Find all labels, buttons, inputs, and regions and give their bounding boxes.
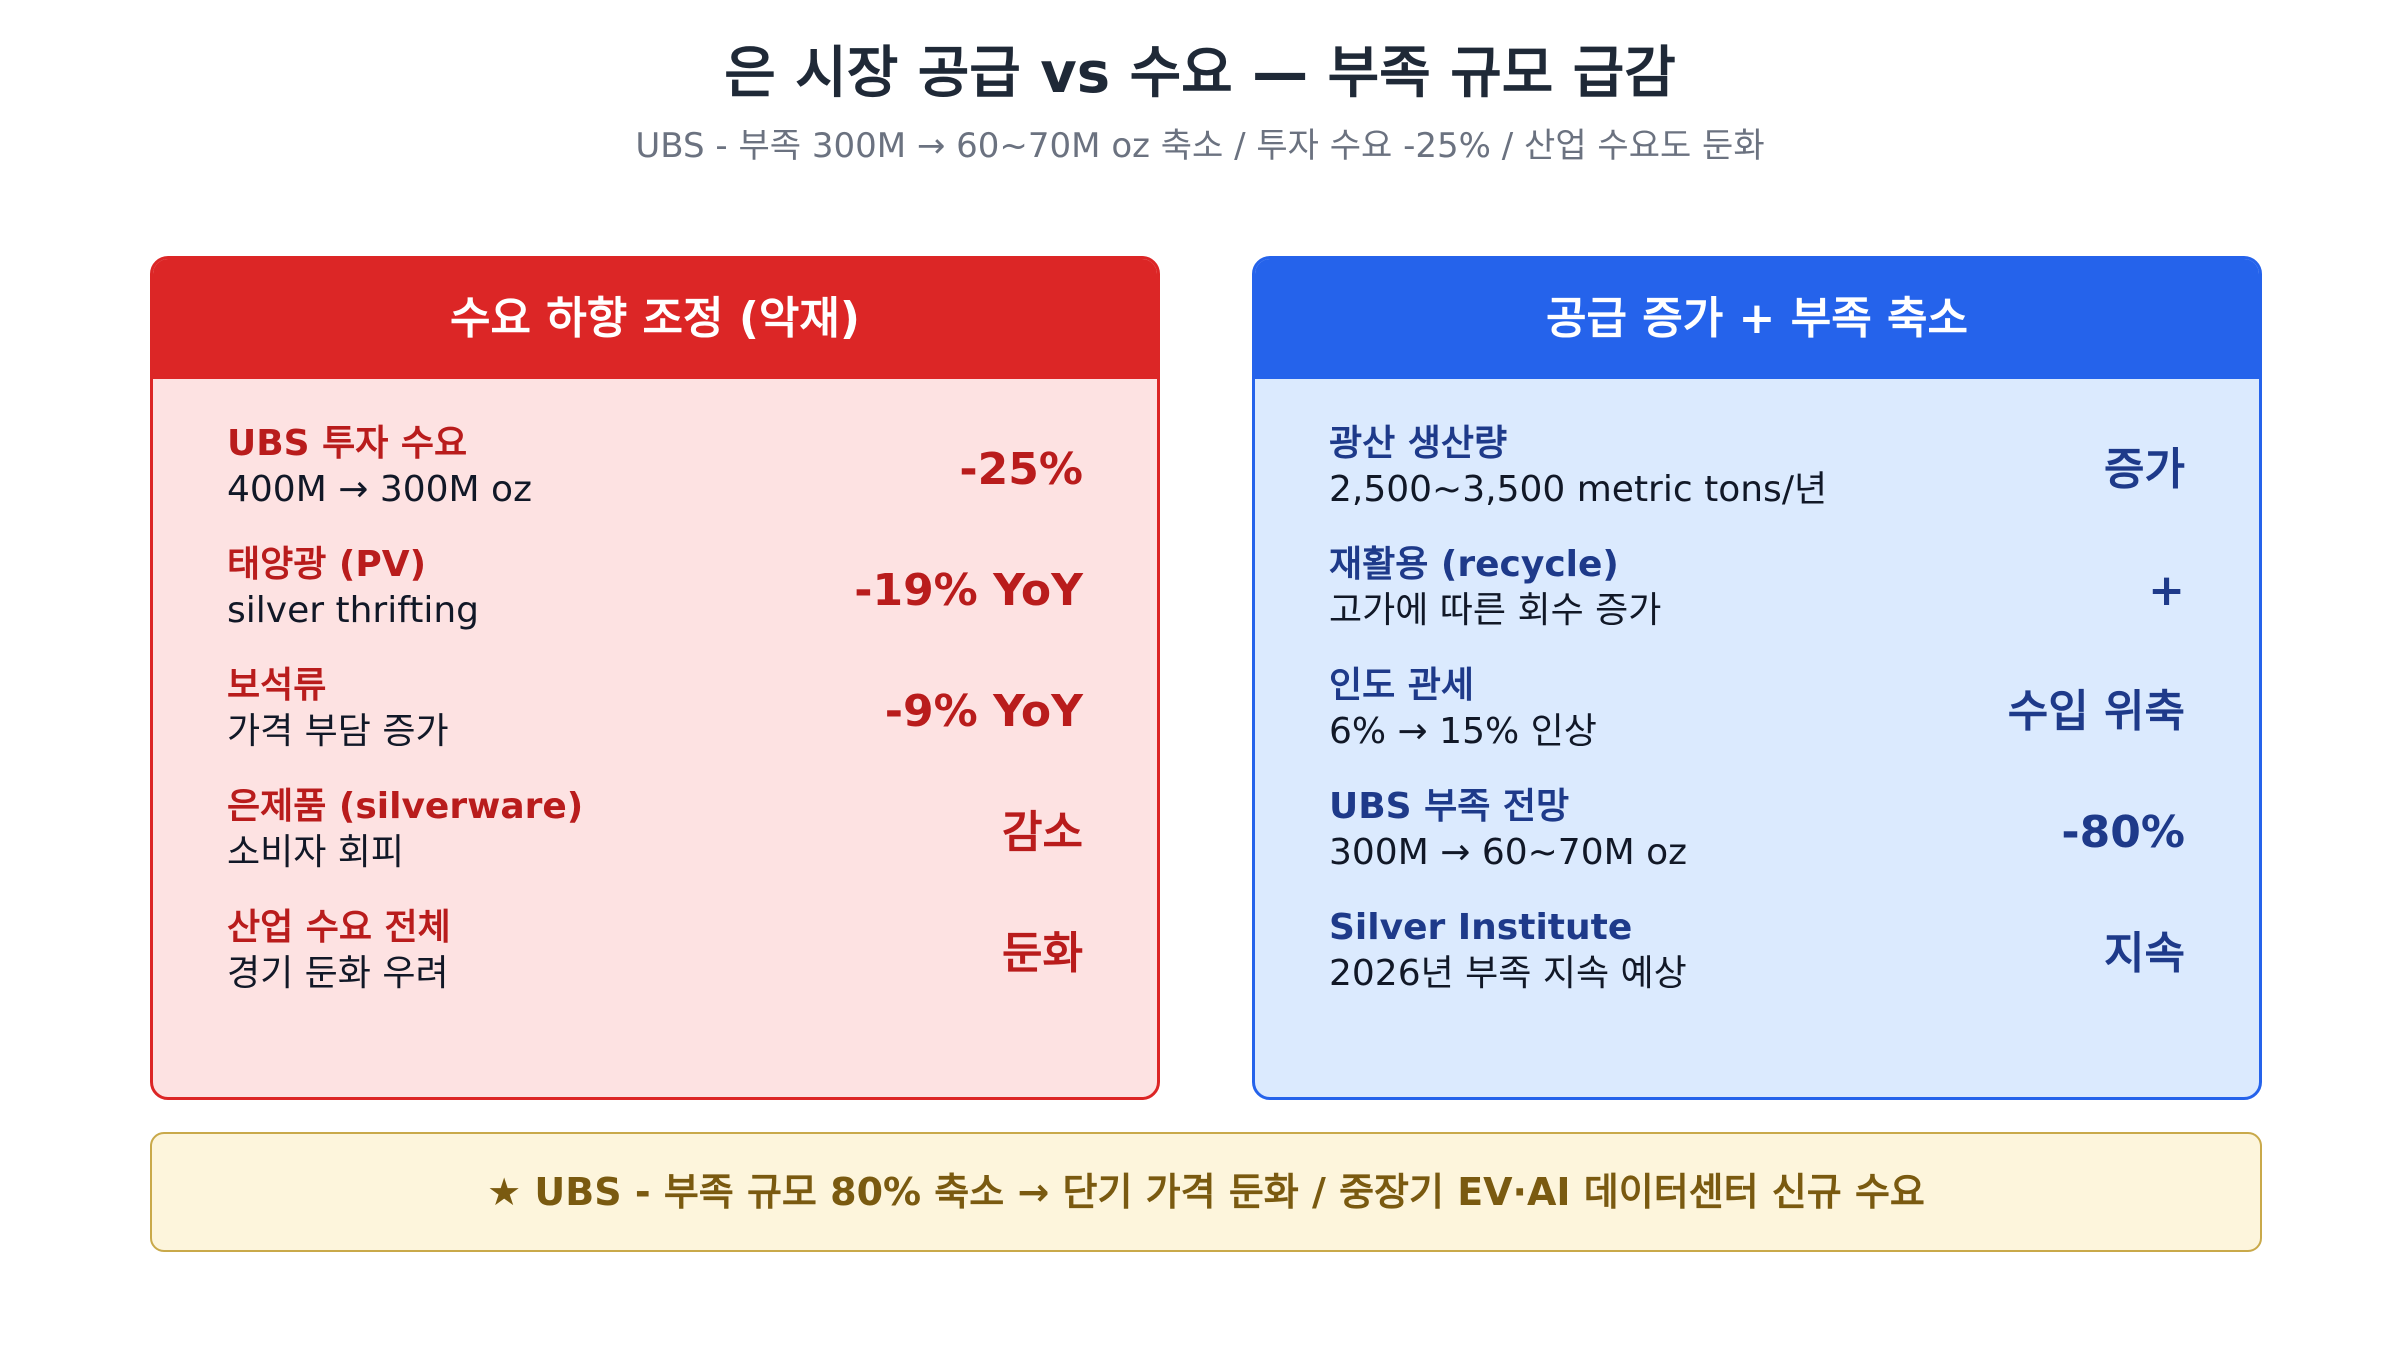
demand-row-value: 둔화	[1002, 928, 1083, 979]
supply-row-sub: 2026년 부족 지속 예상	[1329, 953, 1687, 994]
demand-row: 태양광 (PV) silver thrifting -19% YoY	[227, 542, 1083, 663]
supply-row: 재활용 (recycle) 고가에 따른 회수 증가 +	[1329, 542, 2185, 663]
page-title: 은 시장 공급 vs 수요 — 부족 규모 급감	[724, 41, 1676, 106]
demand-panel-header: 수요 하향 조정 (악재)	[153, 259, 1157, 379]
demand-rows: UBS 투자 수요 400M → 300M oz -25% 태양광 (PV) s…	[227, 421, 1083, 1026]
demand-row-label: UBS 투자 수요	[227, 423, 468, 464]
demand-row-value: -19% YoY	[854, 565, 1083, 616]
supply-row: 인도 관세 6% → 15% 인상 수입 위축	[1329, 663, 2185, 784]
demand-row-sub: 400M → 300M oz	[227, 469, 532, 510]
supply-row-value: -80%	[2061, 807, 2185, 858]
supply-row-value: +	[2148, 565, 2185, 616]
supply-row-label: 광산 생산량	[1329, 423, 1508, 464]
demand-row-sub: 소비자 회피	[227, 832, 405, 873]
supply-row-label: Silver Institute	[1329, 907, 1633, 948]
demand-row-value: 감소	[1002, 807, 1083, 858]
demand-row-label: 태양광 (PV)	[227, 544, 427, 585]
supply-row-sub: 고가에 따른 회수 증가	[1329, 590, 1662, 631]
page-subtitle: UBS - 부족 300M → 60~70M oz 축소 / 투자 수요 -25…	[635, 126, 1765, 166]
demand-row: 산업 수요 전체 경기 둔화 우려 둔화	[227, 905, 1083, 1026]
supply-row-value: 지속	[2104, 928, 2185, 979]
supply-row-label: 재활용 (recycle)	[1329, 544, 1619, 585]
supply-row-sub: 300M → 60~70M oz	[1329, 832, 1688, 873]
demand-row-label: 보석류	[227, 665, 327, 706]
demand-row-value: -25%	[959, 444, 1083, 495]
supply-row-sub: 2,500~3,500 metric tons/년	[1329, 469, 1828, 510]
supply-row-value: 증가	[2104, 444, 2185, 495]
supply-row-value: 수입 위축	[2007, 686, 2185, 737]
supply-row: UBS 부족 전망 300M → 60~70M oz -80%	[1329, 784, 2185, 905]
supply-rows: 광산 생산량 2,500~3,500 metric tons/년 증가 재활용 …	[1329, 421, 2185, 1026]
demand-row: 보석류 가격 부담 증가 -9% YoY	[227, 663, 1083, 784]
demand-row-sub: silver thrifting	[227, 590, 480, 631]
demand-row-sub: 경기 둔화 우려	[227, 953, 449, 994]
supply-row-label: UBS 부족 전망	[1329, 786, 1570, 827]
demand-row-label: 은제품 (silverware)	[227, 786, 584, 827]
demand-panel: 수요 하향 조정 (악재) UBS 투자 수요 400M → 300M oz -…	[150, 256, 1160, 1100]
demand-row-sub: 가격 부담 증가	[227, 711, 449, 752]
supply-row: 광산 생산량 2,500~3,500 metric tons/년 증가	[1329, 421, 2185, 542]
supply-row: Silver Institute 2026년 부족 지속 예상 지속	[1329, 905, 2185, 1026]
supply-panel-header: 공급 증가 + 부족 축소	[1255, 259, 2259, 379]
demand-row-label: 산업 수요 전체	[227, 907, 451, 948]
demand-row-value: -9% YoY	[884, 686, 1083, 737]
supply-row-label: 인도 관세	[1329, 665, 1475, 706]
supply-row-sub: 6% → 15% 인상	[1329, 711, 1597, 752]
supply-panel: 공급 증가 + 부족 축소 광산 생산량 2,500~3,500 metric …	[1252, 256, 2262, 1100]
footer-summary: ★ UBS - 부족 규모 80% 축소 → 단기 가격 둔화 / 중장기 EV…	[150, 1132, 2262, 1252]
demand-row: 은제품 (silverware) 소비자 회피 감소	[227, 784, 1083, 905]
demand-row: UBS 투자 수요 400M → 300M oz -25%	[227, 421, 1083, 542]
